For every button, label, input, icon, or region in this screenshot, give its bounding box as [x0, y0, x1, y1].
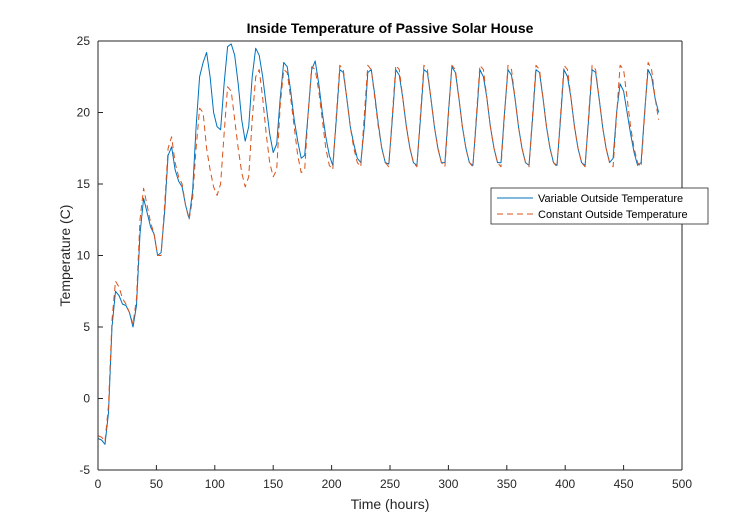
plot-area: 0 50 100 150 200 250 300 350 400 450 500 -5 0 5 10 15 2…: [77, 34, 693, 491]
x-tick-label: 0: [95, 477, 102, 491]
x-tick-label: 400: [555, 477, 575, 491]
y-tick-label: 15: [77, 177, 91, 191]
y-tick-label: 20: [77, 106, 91, 120]
y-tick-label: 5: [83, 320, 90, 334]
chart-title: Inside Temperature of Passive Solar Hous…: [247, 20, 534, 36]
series-layer: [97, 43, 660, 445]
y-tick-label: 10: [77, 249, 91, 263]
x-tick-label: 500: [672, 477, 692, 491]
legend-label-constant: Constant Outside Temperature: [538, 209, 688, 221]
x-tick-label: 150: [263, 477, 283, 491]
series-line-constant: [97, 62, 660, 442]
y-tick-label: -5: [79, 463, 90, 477]
x-tick-label: 200: [322, 477, 342, 491]
plot-background: [98, 41, 682, 470]
x-tick-label: 250: [380, 477, 400, 491]
x-tick-label: 100: [205, 477, 225, 491]
x-axis-label: Time (hours): [351, 496, 430, 512]
y-ticks: -5 0 5 10 15 20 25: [77, 34, 103, 477]
legend: Variable Outside Temperature Constant Ou…: [490, 187, 709, 225]
x-ticks: 0 50 100 150 200 250 300 350 400 450 500: [95, 465, 692, 491]
x-tick-label: 350: [497, 477, 517, 491]
x-tick-label: 450: [614, 477, 634, 491]
legend-label-variable: Variable Outside Temperature: [538, 193, 683, 205]
y-axis-label: Temperature (C): [57, 205, 73, 307]
y-tick-label: 0: [83, 392, 90, 406]
x-tick-label: 300: [438, 477, 458, 491]
x-tick-label: 50: [150, 477, 164, 491]
legend-box: [490, 187, 709, 225]
y-tick-label: 25: [77, 34, 91, 48]
